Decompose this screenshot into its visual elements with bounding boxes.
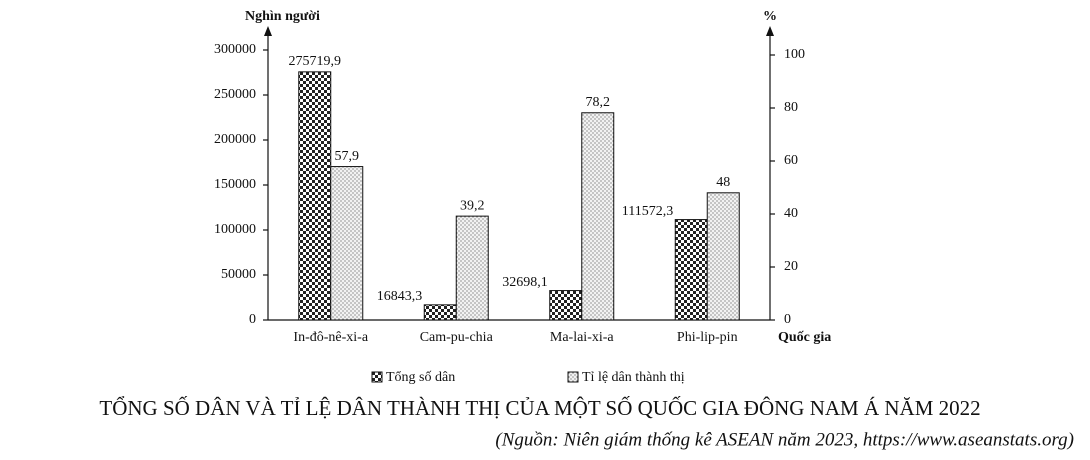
legend-label: Tổng số dân [386,370,455,385]
y2-axis-arrow [766,26,774,36]
x-tick-label: In-đô-nê-xi-a [293,330,368,345]
bar [423,304,457,321]
y2-tick-label: 80 [784,100,798,115]
y-tick-label: 150000 [214,177,256,192]
y-axis-label: Nghìn người [245,9,320,24]
source: (Nguồn: Niên giám thống kê ASEAN năm 202… [495,429,1074,450]
y2-axis-label: % [763,9,777,24]
bar [581,112,615,321]
value-label: 78,2 [586,95,611,110]
x-tick-label: Cam-pu-chia [420,330,494,345]
bar [549,290,583,321]
legend-swatch [371,371,383,383]
value-label: 275719,9 [289,54,342,69]
y2-tick-label: 100 [784,47,805,62]
x-axis-label: Quốc gia [778,330,831,345]
value-label: 57,9 [335,149,360,164]
x-tick-label: Phi-lip-pin [677,330,738,345]
value-label: 48 [716,175,730,190]
y-tick-label: 100000 [214,222,256,237]
y2-tick-label: 40 [784,206,798,221]
y-tick-label: 250000 [214,87,256,102]
bar [674,219,708,321]
value-label: 111572,3 [622,204,673,219]
y2-tick-label: 0 [784,312,791,327]
bar [706,192,740,321]
value-label: 39,2 [460,198,485,213]
y2-tick-label: 60 [784,153,798,168]
chart-title: TỔNG SỐ DÂN VÀ TỈ LỆ DÂN THÀNH THỊ CỦA M… [99,396,980,420]
y-tick-label: 300000 [214,42,256,57]
y-tick-label: 0 [249,312,256,327]
bar [455,215,489,321]
legend-label: Tỉ lệ dân thành thị [582,370,685,385]
legend-swatch [567,371,579,383]
value-label: 16843,3 [377,289,423,304]
y-tick-label: 200000 [214,132,256,147]
value-label: 32698,1 [502,275,548,290]
bar [330,166,364,321]
x-tick-label: Ma-lai-xi-a [550,330,615,345]
y-tick-label: 50000 [221,267,256,282]
bar [298,71,332,321]
y2-tick-label: 20 [784,259,798,274]
y-axis-arrow [264,26,272,36]
